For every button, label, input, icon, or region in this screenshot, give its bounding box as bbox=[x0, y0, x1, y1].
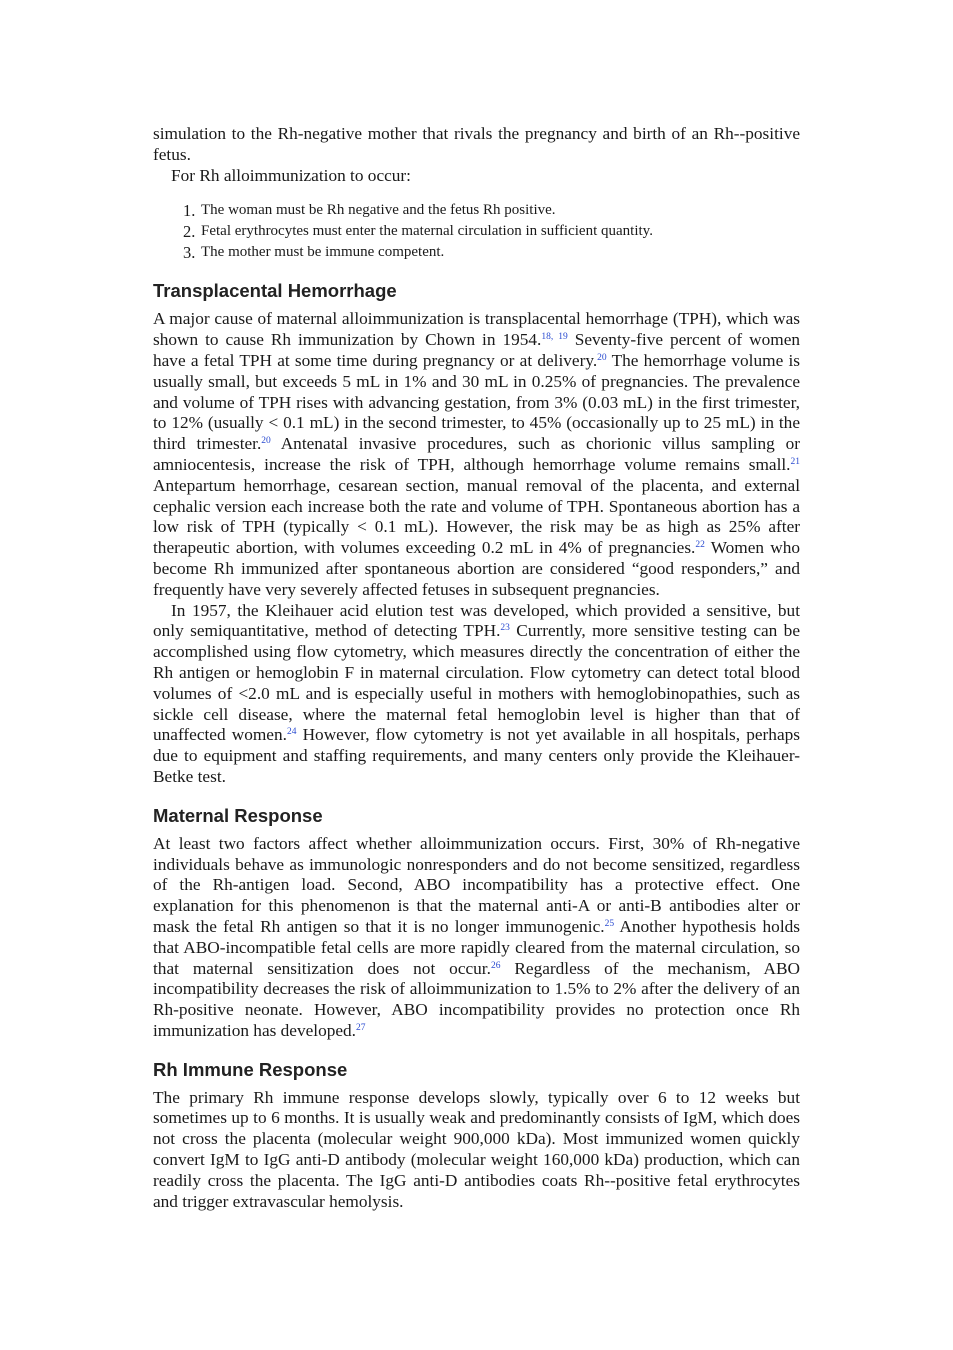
reference-link[interactable]: 24 bbox=[286, 727, 297, 738]
reference-link[interactable]: 26 bbox=[490, 960, 501, 971]
list-text: The woman must be Rh negative and the fe… bbox=[201, 202, 556, 219]
section-heading-rh-immune-response: Rh Immune Response bbox=[153, 1058, 348, 1080]
list-item: 2. Fetal erythrocytes must enter the mate… bbox=[153, 221, 800, 242]
reference-link[interactable]: 23 bbox=[500, 623, 510, 634]
text-run: Regardless of the mechanism, ABO incompa… bbox=[153, 958, 800, 1040]
list-number: 2. bbox=[183, 222, 196, 242]
reference-link[interactable]: 21 bbox=[790, 456, 801, 467]
text-run: Antepartum hemorrhage, cesarean section,… bbox=[153, 475, 800, 558]
text-run: Currently, more sensitive testing can be… bbox=[153, 621, 800, 745]
maternal-response-paragraph: At least two factors affect whether allo… bbox=[153, 834, 800, 1042]
list-number: 1. bbox=[183, 201, 196, 221]
list-number: 3. bbox=[183, 243, 196, 263]
intro-paragraph: simulation to the Rh-negative mother tha… bbox=[153, 124, 800, 164]
text-run: Another hypothesis holds that ABO-incomp… bbox=[153, 916, 800, 978]
tph-paragraph-1: A major cause of maternal alloimmunizati… bbox=[153, 309, 800, 600]
reference-link[interactable]: 25 bbox=[604, 918, 615, 929]
text-run: Antenatal invasive procedures, such as c… bbox=[153, 434, 800, 474]
section-heading-maternal-response: Maternal Response bbox=[153, 804, 323, 826]
reference-link[interactable]: 20 bbox=[597, 352, 607, 363]
text-run: At least two factors affect whether allo… bbox=[153, 833, 800, 936]
list-item: 3. The mother must be immune competent. bbox=[153, 242, 800, 263]
text-run: Women who become Rh immunized after spon… bbox=[153, 538, 800, 599]
reference-link[interactable]: 20 bbox=[261, 436, 271, 447]
text-run: In 1957, the Kleihauer acid elution test… bbox=[153, 600, 800, 641]
text-run: A major cause of maternal alloimmunizati… bbox=[153, 309, 800, 350]
text-run: The hemorrhage volume is usually small, … bbox=[153, 350, 800, 454]
list-text: Fetal erythrocytes must enter the matern… bbox=[201, 223, 653, 240]
reference-link[interactable]: 22 bbox=[695, 540, 705, 551]
requirements-list: 1. The woman must be Rh negative and the … bbox=[153, 200, 800, 263]
tph-paragraph-2: In 1957, the Kleihauer acid elution test… bbox=[153, 601, 800, 788]
reference-link[interactable]: 18, 19 bbox=[541, 332, 568, 343]
list-item: 1. The woman must be Rh negative and the … bbox=[153, 200, 800, 221]
reference-link[interactable]: 27 bbox=[356, 1022, 366, 1033]
list-text: The mother must be immune competent. bbox=[201, 244, 445, 261]
rh-immune-response-paragraph: The primary Rh immune response develops … bbox=[153, 1087, 800, 1211]
document-page: simulation to the Rh-negative mother tha… bbox=[153, 124, 800, 1212]
text-run: Seventy-five percent of women have a fet… bbox=[153, 330, 801, 370]
intro-lead: For Rh alloimmunization to occur: bbox=[171, 165, 411, 185]
text-run: However, flow cytometry is not yet avail… bbox=[153, 725, 800, 786]
section-heading-transplacental-hemorrhage: Transplacental Hemorrhage bbox=[153, 280, 397, 302]
